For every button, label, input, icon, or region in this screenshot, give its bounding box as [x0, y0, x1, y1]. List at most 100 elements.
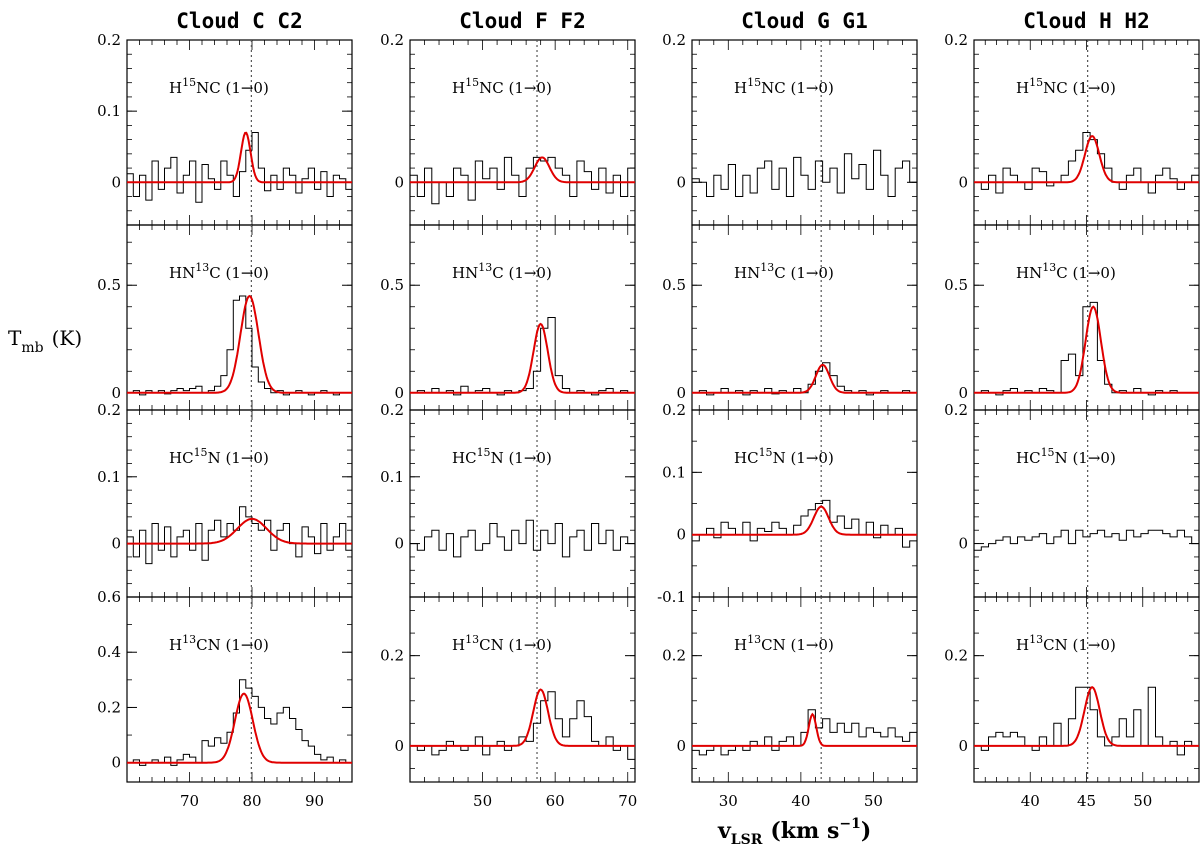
panel-2-3: 0 0.2 H13CN (1→0) 30 40 50	[662, 596, 918, 810]
panel-3-1: 0 0.5 HN13C (1→0)	[944, 224, 1200, 411]
x-tick-label: 70	[180, 792, 199, 810]
panel-frame	[126, 224, 353, 411]
y-tick-label: 0	[958, 737, 968, 755]
gaussian-fit-line	[410, 156, 635, 184]
spectrum-histogram	[410, 156, 635, 205]
panel-frame	[409, 409, 636, 598]
panel-1-3: 0 0.2 H13CN (1→0) 50 60 70	[380, 596, 637, 810]
molecule-label: HC15N (1→0)	[452, 446, 552, 467]
x-tick-label: 90	[305, 792, 324, 810]
spectrum-histogram	[974, 529, 1199, 551]
gaussian-fit-line	[974, 305, 1199, 394]
y-tick-label: 0	[958, 384, 968, 402]
y-axis-label: Tmb (K)	[8, 326, 82, 356]
y-tick-label: 0.2	[662, 31, 686, 49]
y-tick-label: 0.2	[944, 31, 968, 49]
x-tick-label: 50	[864, 792, 883, 810]
y-tick-label: 0	[111, 384, 121, 402]
molecule-label: H15NC (1→0)	[169, 76, 269, 97]
y-tick-label: 0.2	[97, 698, 121, 716]
gaussian-fit-line	[974, 135, 1199, 184]
y-tick-label: 0	[958, 535, 968, 553]
y-tick-label: 0	[676, 384, 686, 402]
y-tick-label: 0.2	[380, 647, 404, 665]
panel-frame	[691, 224, 918, 411]
molecule-label: H15NC (1→0)	[734, 76, 834, 97]
molecule-label: HC15N (1→0)	[169, 446, 269, 467]
column-title: Cloud C C2	[176, 9, 302, 33]
spectrum-histogram	[692, 709, 917, 756]
molecule-label: H15NC (1→0)	[1016, 76, 1116, 97]
y-tick-label: 0	[676, 737, 686, 755]
panel-frame	[409, 39, 636, 226]
panel-frame	[691, 596, 918, 783]
panel-frame	[409, 596, 636, 783]
y-tick-label: 0	[394, 384, 404, 402]
y-tick-label: 0	[111, 535, 121, 553]
molecule-label: HN13C (1→0)	[1016, 261, 1116, 282]
y-tick-label: 0	[676, 173, 686, 191]
panel-3-3: 0 0.2 H13CN (1→0) 40 45 50	[944, 596, 1200, 810]
spectrum-histogram	[692, 149, 917, 197]
y-tick-label: 0.2	[662, 647, 686, 665]
panel-1-0: 0 0.2 H15NC (1→0)	[380, 31, 636, 226]
spectrum-histogram	[974, 301, 1199, 396]
gaussian-fit-line	[974, 686, 1199, 747]
spectrum-histogram	[974, 132, 1199, 194]
panel-0-3: 0 0.2 0.4 0.6 H13CN (1→0) 70 80 90	[97, 588, 353, 810]
panel-frame	[973, 409, 1200, 598]
spectrum-histogram	[127, 679, 352, 766]
y-tick-label: 0.1	[662, 463, 686, 481]
gaussian-fit-line	[127, 131, 352, 184]
molecule-label: H13CN (1→0)	[734, 633, 834, 654]
y-tick-label: 0	[394, 173, 404, 191]
panel-1-1: 0 0.5 HN13C (1→0)	[380, 224, 636, 411]
y-tick-label: 0.1	[97, 468, 121, 486]
y-tick-label: 0	[958, 173, 968, 191]
panel-0-0: 0 0.1 0.2 H15NC (1→0)	[97, 31, 353, 226]
y-tick-label: 0.4	[97, 643, 121, 661]
y-tick-label: 0.1	[97, 102, 121, 120]
gaussian-fit-line	[692, 712, 917, 747]
panel-2-2: -0.1 0 0.1 0.2 HC15N (1→0)	[657, 401, 918, 606]
gaussian-fit-line	[692, 363, 917, 394]
column-title: Cloud F F2	[459, 9, 585, 33]
panel-frame	[409, 224, 636, 411]
panel-2-1: 0 0.5 HN13C (1→0)	[662, 224, 918, 411]
x-tick-label: 80	[242, 792, 261, 810]
y-tick-label: 0.2	[944, 647, 968, 665]
molecule-label: HN13C (1→0)	[169, 261, 269, 282]
y-tick-label: 0.5	[944, 276, 968, 294]
y-tick-label: 0.1	[380, 468, 404, 486]
y-tick-label: 0.2	[380, 401, 404, 419]
spectrum-histogram	[692, 362, 917, 396]
y-tick-label: 0	[111, 754, 121, 772]
gaussian-fit-line	[127, 692, 352, 764]
molecule-label: H13CN (1→0)	[169, 633, 269, 654]
y-tick-label: 0.6	[97, 588, 121, 606]
panel-1-2: 0 0.1 0.2 HC15N (1→0)	[380, 401, 636, 598]
y-tick-label: -0.1	[657, 588, 686, 606]
spectrum-histogram	[127, 132, 352, 203]
gaussian-fit-line	[127, 517, 352, 545]
molecule-label: HC15N (1→0)	[1016, 446, 1116, 467]
y-tick-label: 0.2	[944, 401, 968, 419]
molecule-label: H13CN (1→0)	[452, 633, 552, 654]
y-tick-label: 0.2	[662, 401, 686, 419]
y-tick-label: 0.5	[380, 276, 404, 294]
y-tick-label: 0.5	[97, 276, 121, 294]
gaussian-fit-line	[127, 294, 352, 394]
gaussian-fit-line	[692, 505, 917, 536]
y-tick-label: 0	[394, 535, 404, 553]
y-tick-label: 0.5	[662, 276, 686, 294]
spectrum-histogram	[127, 506, 352, 565]
y-tick-label: 0	[676, 526, 686, 544]
spectrum-histogram	[410, 519, 635, 558]
molecule-label: HC15N (1→0)	[734, 446, 834, 467]
panel-2-0: 0 0.2 H15NC (1→0)	[662, 31, 918, 226]
panel-3-0: 0 0.2 H15NC (1→0)	[944, 31, 1200, 226]
panel-frame	[126, 409, 353, 598]
panel-frame	[691, 409, 918, 598]
panel-frame	[691, 39, 918, 226]
